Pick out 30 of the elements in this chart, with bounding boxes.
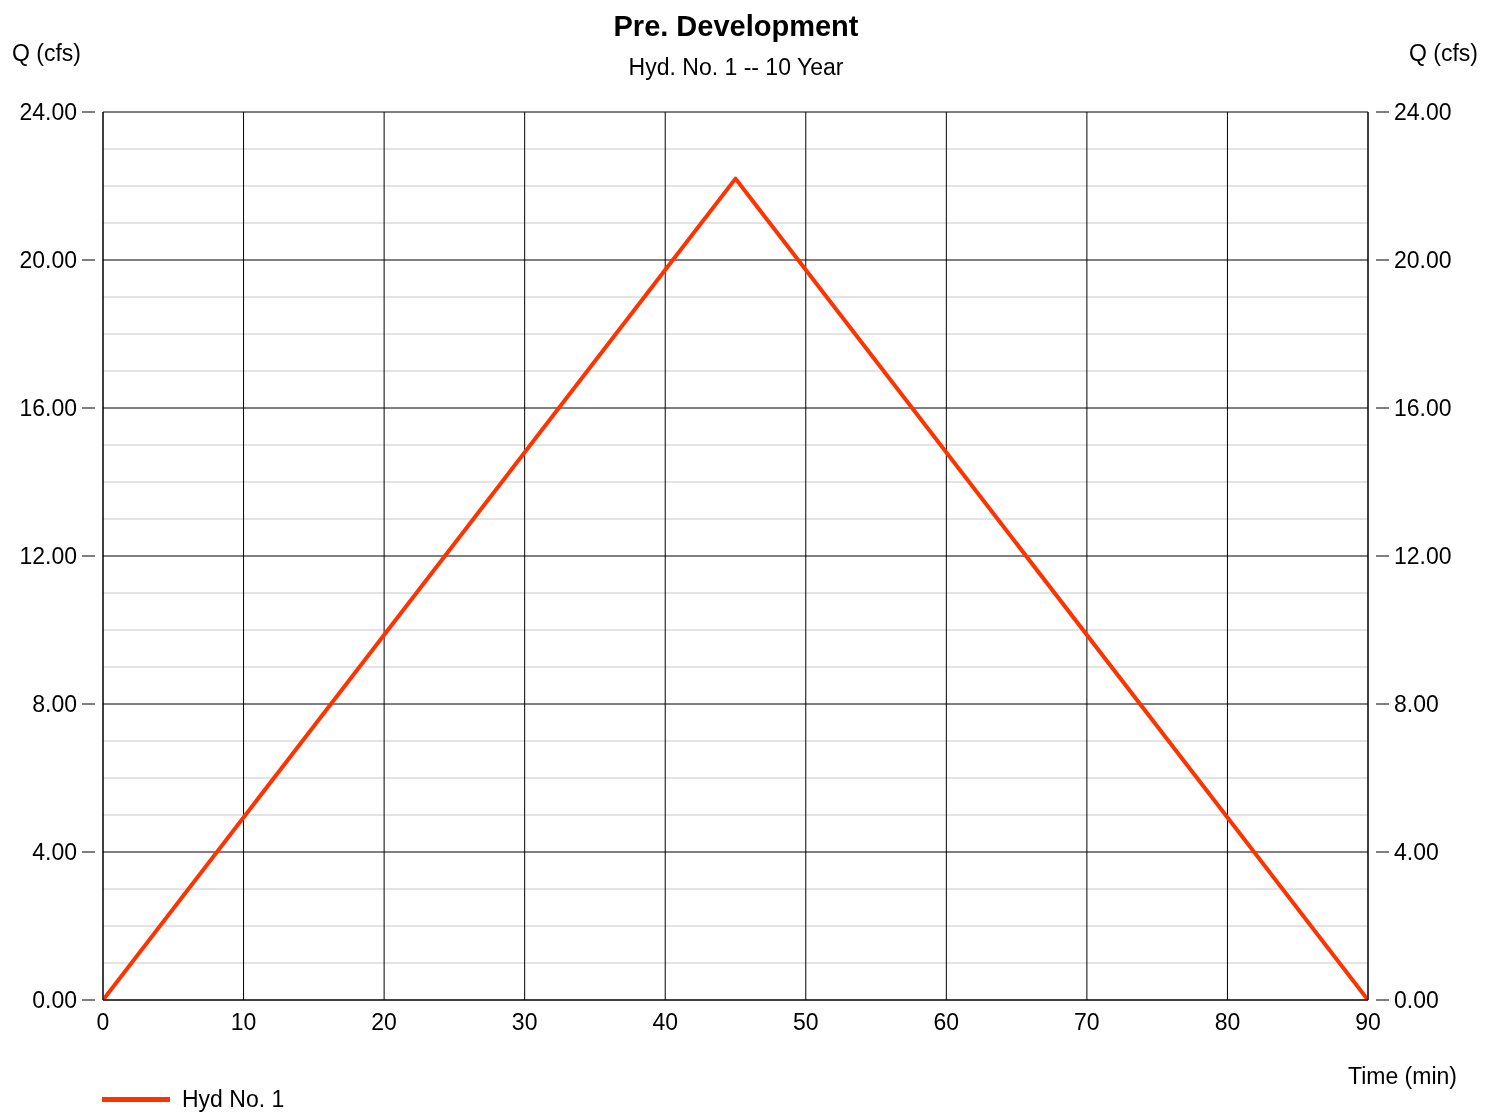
x-tick-label: 30	[511, 1009, 538, 1035]
x-tick-label: 40	[652, 1009, 679, 1035]
x-tick-label: 80	[1214, 1009, 1241, 1035]
y2-tick-label: 16.00	[1394, 395, 1452, 421]
y2-axis-title: Q (cfs)	[1409, 40, 1478, 67]
x-tick-label: 10	[230, 1009, 257, 1035]
chart-title: Pre. Development	[613, 10, 859, 42]
x-tick-label: 0	[96, 1009, 110, 1035]
y-tick-label: 4.00	[32, 839, 77, 865]
x-tick-label: 20	[371, 1009, 397, 1035]
y-tick-label: 20.00	[19, 247, 77, 273]
y-axis-title: Q (cfs)	[12, 40, 81, 67]
x-axis-title: Time (min)	[1347, 1063, 1457, 1090]
chart-subtitle: Hyd. No. 1 -- 10 Year	[628, 54, 844, 80]
y-tick-label: 24.00	[19, 99, 77, 125]
y2-tick-label: 4.00	[1394, 839, 1439, 865]
y2-tick-label: 0.00	[1394, 987, 1439, 1013]
y-tick-label: 0.00	[32, 987, 77, 1013]
y2-tick-label: 20.00	[1394, 247, 1452, 273]
x-tick-label: 70	[1074, 1009, 1100, 1035]
y2-tick-label: 24.00	[1394, 99, 1452, 125]
legend-label: Hyd No. 1	[182, 1086, 285, 1113]
y-tick-label: 12.00	[19, 543, 77, 569]
y2-tick-label: 12.00	[1394, 543, 1452, 569]
x-tick-label: 50	[792, 1009, 819, 1035]
y-tick-label: 16.00	[19, 395, 77, 421]
x-tick-label: 60	[933, 1009, 960, 1035]
y-tick-label: 8.00	[32, 691, 77, 717]
y2-tick-label: 8.00	[1394, 691, 1439, 717]
x-tick-label: 90	[1355, 1009, 1381, 1035]
